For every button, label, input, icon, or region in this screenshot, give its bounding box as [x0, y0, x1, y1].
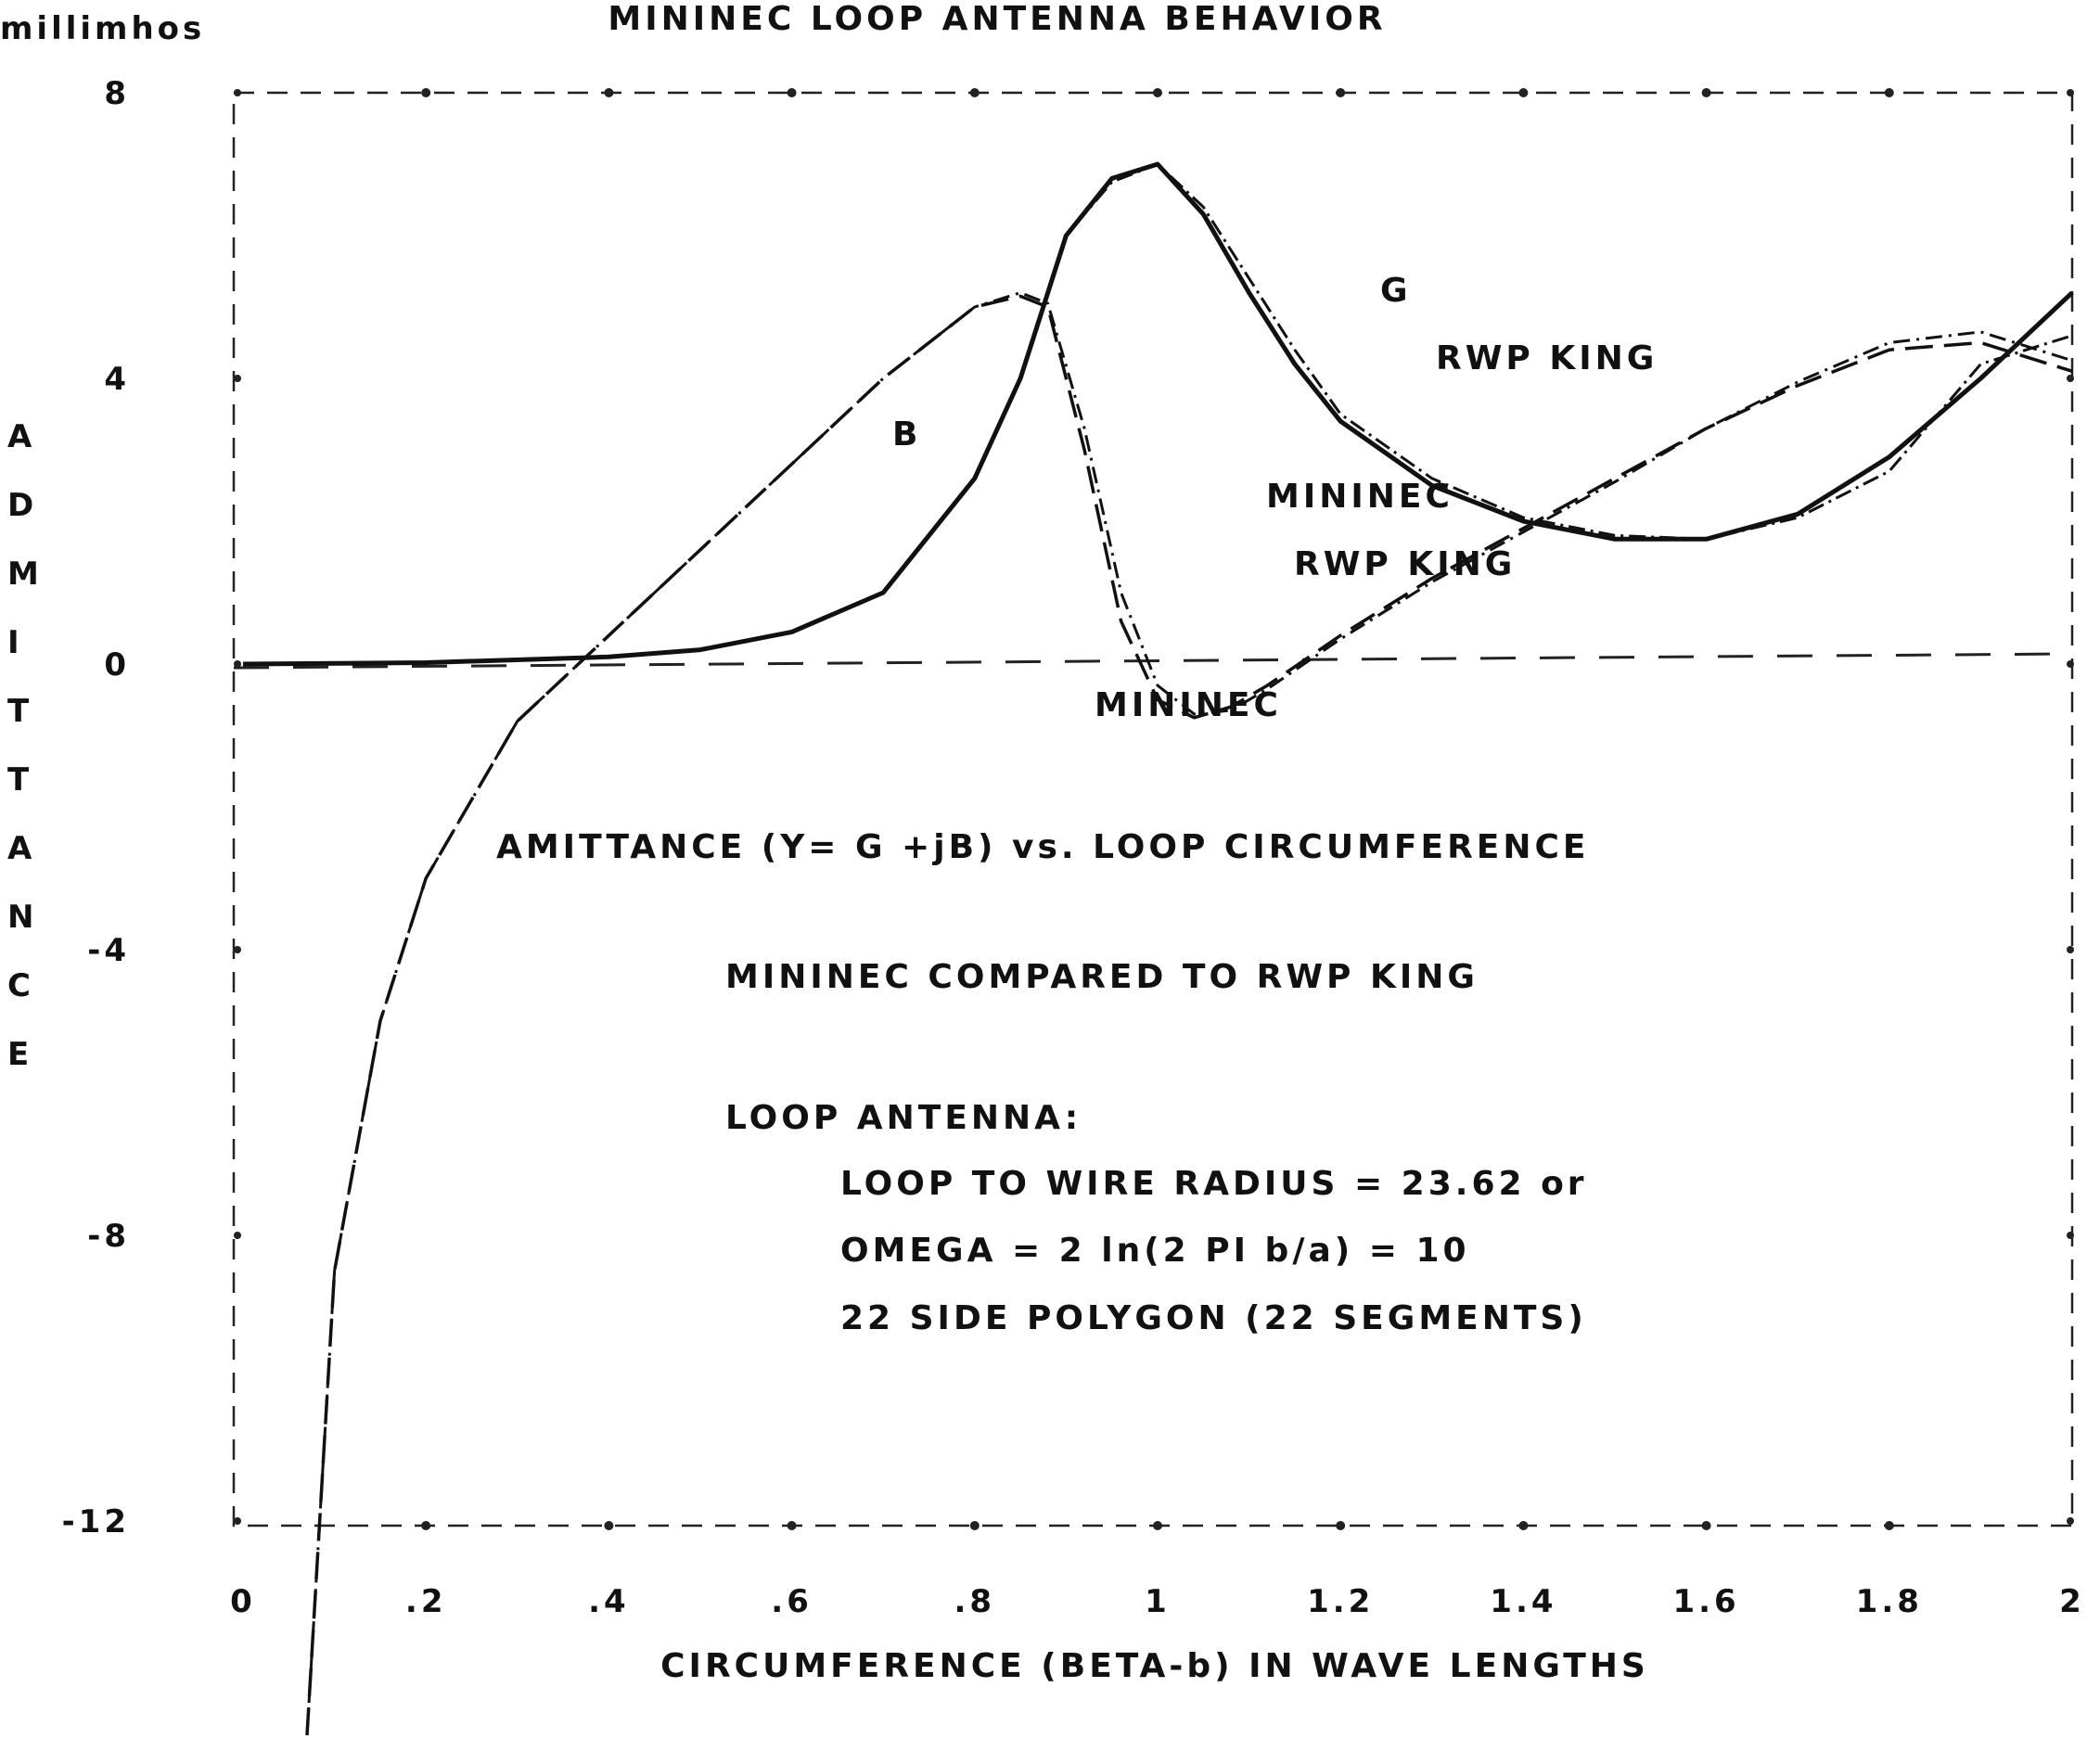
series-line-2: [242, 162, 2073, 666]
caption-line-4: LOOP TO WIRE RADIUS = 23.62 or: [840, 1165, 1588, 1203]
series-line-3: [305, 294, 2073, 1736]
bottom-tick-dot: [1336, 1521, 1346, 1530]
y-tick-label: 4: [104, 361, 130, 398]
top-tick-dot: [1153, 88, 1162, 97]
right-tick-dot: [2067, 375, 2074, 382]
left-tick-dot: [234, 1232, 241, 1239]
annotation-g-king: RWP KING: [1436, 339, 1658, 377]
top-tick-dot: [787, 88, 797, 97]
top-tick-dot: [1701, 88, 1711, 97]
series-lines: [242, 161, 2074, 1736]
y-axis-letter: A: [7, 830, 35, 867]
right-tick-dot: [2067, 1517, 2074, 1525]
left-tick-dot: [234, 946, 241, 953]
bottom-tick-dot: [1153, 1521, 1162, 1530]
x-tick-label: 1.6: [1672, 1583, 1739, 1620]
x-tick-label: 1: [1145, 1583, 1171, 1620]
series-line-4: [305, 291, 2073, 1736]
y-axis-letter: T: [7, 693, 32, 730]
top-tick-dot: [1518, 88, 1529, 97]
x-tick-label: 1.2: [1307, 1583, 1374, 1620]
unit-label: millimhos: [0, 10, 205, 47]
caption-line-5: OMEGA = 2 ln(2 PI b/a) = 10: [840, 1232, 1470, 1270]
annotation-zero-mininec: MININEC: [1095, 686, 1282, 724]
top-tick-dot: [969, 88, 980, 97]
x-tick-label: 0: [230, 1583, 256, 1620]
left-tick-dot: [234, 660, 241, 668]
chart-title: MININEC LOOP ANTENNA BEHAVIOR: [608, 0, 1386, 38]
top-tick-dot: [421, 88, 431, 97]
right-tick-dot: [2067, 1232, 2074, 1239]
x-tick-label: .6: [771, 1583, 813, 1620]
caption-line-3: LOOP ANTENNA:: [725, 1099, 1082, 1137]
y-tick-labels: 8 4 0 -4 -8 -12: [62, 75, 130, 1540]
y-axis-letter: I: [7, 624, 23, 661]
y-tick-label: -8: [87, 1218, 130, 1255]
right-tick-dot: [2067, 946, 2074, 953]
left-tick-dot: [234, 89, 241, 96]
bottom-tick-dot: [604, 1521, 614, 1530]
y-axis-letter: D: [7, 487, 37, 524]
x-tick-labels: 0 .2 .4 .6 .8 1 1.2 1.4 1.6 1.8 2: [230, 1583, 2085, 1620]
left-tick-dot: [234, 1517, 241, 1525]
left-tick-dot: [234, 375, 241, 382]
y-tick-label: -12: [62, 1503, 130, 1540]
annotation-b-mininec: MININEC: [1266, 478, 1453, 516]
caption-line-1: AMITTANCE (Y= G +jB) vs. LOOP CIRCUMFERE…: [496, 828, 1590, 866]
x-tick-label: .2: [405, 1583, 447, 1620]
y-tick-label: 0: [104, 646, 130, 684]
bottom-tick-dot: [1518, 1521, 1529, 1530]
top-tick-dot: [604, 88, 614, 97]
zero-line: [233, 652, 2073, 670]
bottom-tick-dot: [421, 1521, 431, 1530]
right-tick-dot: [2067, 660, 2074, 668]
y-axis-letter: A: [7, 418, 35, 455]
y-axis-letter: E: [7, 1036, 32, 1073]
annotation-b-king: RWP KING: [1294, 545, 1516, 583]
y-axis-letter: M: [7, 556, 43, 593]
x-tick-label: 2: [2059, 1583, 2085, 1620]
series-line-1: [242, 161, 2074, 667]
annotation-b: B: [892, 415, 921, 454]
x-tick-label: 1.8: [1856, 1583, 1923, 1620]
y-axis-letter: T: [7, 761, 32, 799]
y-axis-letter: N: [7, 899, 37, 936]
bottom-tick-dot: [1701, 1521, 1711, 1530]
annotation-g: G: [1380, 272, 1412, 310]
caption-line-6: 22 SIDE POLYGON (22 SEGMENTS): [840, 1299, 1587, 1337]
right-tick-dot: [2067, 89, 2074, 96]
tick-dots: [234, 88, 2074, 1530]
x-axis-label: CIRCUMFERENCE (BETA-b) IN WAVE LENGTHS: [660, 1647, 1649, 1685]
y-tick-label: -4: [87, 932, 130, 969]
bottom-tick-dot: [1884, 1521, 1894, 1530]
y-tick-label: 8: [104, 75, 130, 112]
y-axis-letter: C: [7, 967, 34, 1004]
bottom-tick-dot: [787, 1521, 797, 1530]
x-tick-label: .4: [588, 1583, 630, 1620]
caption-line-2: MININEC COMPARED TO RWP KING: [725, 958, 1479, 996]
x-tick-label: .8: [954, 1583, 996, 1620]
top-tick-dot: [1336, 88, 1346, 97]
bottom-tick-dot: [969, 1521, 980, 1530]
top-tick-dot: [1884, 88, 1894, 97]
x-tick-label: 1.4: [1490, 1583, 1556, 1620]
